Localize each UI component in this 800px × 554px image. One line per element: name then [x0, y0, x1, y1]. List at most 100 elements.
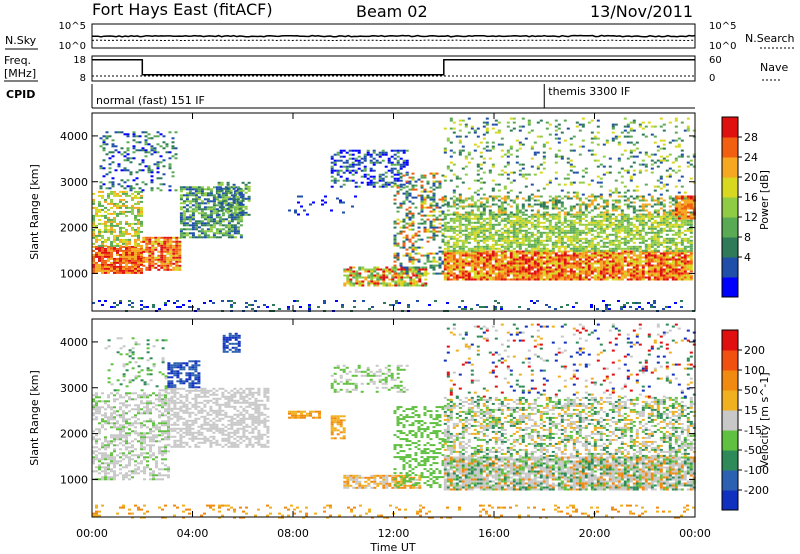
- power-cell: [384, 175, 388, 178]
- power-cell: [126, 185, 130, 188]
- power-cell: [635, 197, 639, 200]
- power-cell: [397, 280, 401, 283]
- power-cell: [172, 258, 176, 261]
- power-cell: [590, 256, 594, 259]
- power-cell: [209, 226, 213, 229]
- power-cell: [134, 234, 137, 237]
- power-cell: [539, 264, 543, 267]
- power-cell: [503, 274, 507, 277]
- power-cell: [233, 194, 237, 197]
- power-cell: [668, 274, 672, 277]
- power-cell: [497, 173, 501, 176]
- power-cell: [653, 249, 657, 252]
- power-cell: [107, 194, 110, 197]
- power-cell: [467, 217, 471, 220]
- power-cell: [197, 186, 201, 189]
- power-cell: [557, 213, 561, 216]
- power-cell: [662, 215, 666, 218]
- power-cell: [521, 233, 525, 236]
- power-cell: [128, 265, 131, 268]
- power-cell: [232, 187, 236, 190]
- power-cell: [200, 214, 204, 217]
- power-cell: [551, 270, 555, 273]
- power-cell: [182, 234, 186, 237]
- power-cell: [509, 153, 513, 156]
- power-cell: [151, 242, 155, 245]
- power-cell: [686, 221, 690, 224]
- power-cell: [206, 218, 210, 221]
- power-cell: [162, 159, 166, 162]
- power-cell: [452, 256, 456, 259]
- power-cell: [467, 117, 471, 120]
- power-cell: [467, 235, 471, 238]
- power-cell: [163, 268, 167, 271]
- power-cell: [602, 245, 606, 248]
- power-cell: [174, 131, 178, 134]
- power-cell: [402, 272, 406, 275]
- power-cell: [491, 147, 495, 150]
- power-cell: [620, 276, 624, 279]
- power-cell: [461, 149, 465, 152]
- power-cell: [563, 252, 567, 255]
- power-cell: [357, 151, 361, 154]
- power-cell: [566, 274, 570, 277]
- power-cell: [424, 270, 428, 273]
- power-cell: [134, 271, 137, 274]
- power-cell: [638, 235, 642, 238]
- power-cell: [503, 201, 507, 204]
- power-heatmap: [92, 117, 696, 312]
- power-cell: [647, 256, 651, 259]
- power-cell: [355, 274, 359, 277]
- power-cell: [168, 165, 172, 168]
- power-cell: [126, 133, 130, 136]
- power-cell: [227, 222, 231, 225]
- power-cell: [409, 270, 413, 273]
- power-cell: [116, 265, 119, 268]
- power-cell: [554, 254, 558, 257]
- power-cell: [680, 237, 684, 240]
- power-cell: [551, 217, 555, 220]
- power-cell: [394, 274, 398, 277]
- power-cell: [674, 264, 678, 267]
- power-cell: [482, 258, 486, 261]
- power-cell: [506, 278, 510, 281]
- power-cell: [172, 248, 176, 251]
- power-cell: [131, 196, 134, 199]
- power-cell: [209, 200, 213, 203]
- nsky-trace: [92, 34, 696, 38]
- power-cell: [665, 233, 669, 236]
- power-cell: [671, 262, 675, 265]
- power-cell: [662, 262, 666, 265]
- power-cell: [432, 260, 436, 263]
- power-cell: [405, 194, 409, 197]
- power-cell: [656, 245, 660, 248]
- power-cell: [668, 225, 672, 228]
- power-cell: [473, 179, 477, 182]
- power-cell: [354, 181, 358, 184]
- power-cell: [545, 262, 549, 265]
- power-cell: [503, 262, 507, 265]
- power-cell: [494, 268, 498, 271]
- power-cell: [515, 241, 519, 244]
- power-cell: [429, 190, 433, 193]
- power-cell: [128, 267, 131, 270]
- power-cell: [137, 230, 140, 233]
- power-cell: [524, 260, 528, 263]
- power-cell: [154, 246, 158, 249]
- power-cell: [605, 205, 609, 208]
- power-cell: [107, 271, 110, 274]
- power-cell: [99, 165, 103, 168]
- power-cell: [647, 243, 651, 246]
- power-cell: [132, 187, 136, 190]
- power-cell: [563, 195, 567, 198]
- power-cell: [578, 209, 582, 212]
- power-cell: [218, 236, 222, 239]
- power-cell: [101, 263, 104, 266]
- power-cell: [566, 245, 570, 248]
- power-cell: [599, 249, 603, 252]
- power-cell: [461, 223, 465, 226]
- power-cell: [128, 247, 131, 250]
- power-cell: [137, 228, 140, 231]
- power-cell: [209, 208, 213, 211]
